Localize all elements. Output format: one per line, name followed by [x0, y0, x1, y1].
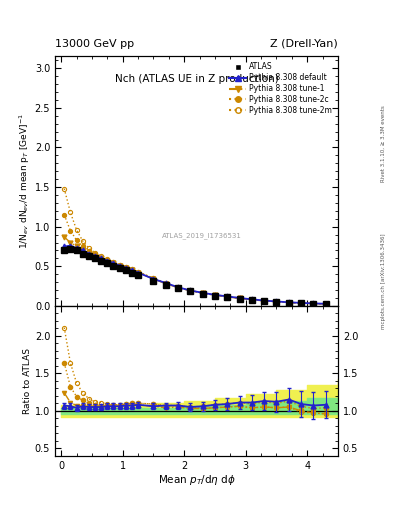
Text: Nch (ATLAS UE in Z production): Nch (ATLAS UE in Z production) — [115, 74, 278, 84]
Y-axis label: Ratio to ATLAS: Ratio to ATLAS — [23, 348, 32, 414]
X-axis label: Mean $p_T$/d$\eta$ d$\phi$: Mean $p_T$/d$\eta$ d$\phi$ — [158, 473, 235, 487]
Text: mcplots.cern.ch [arXiv:1306.3436]: mcplots.cern.ch [arXiv:1306.3436] — [381, 234, 386, 329]
Y-axis label: 1/N$_{ev}$ dN$_{ev}$/d mean p$_T$ [GeV]$^{-1}$: 1/N$_{ev}$ dN$_{ev}$/d mean p$_T$ [GeV]$… — [17, 113, 32, 249]
Text: ATLAS_2019_I1736531: ATLAS_2019_I1736531 — [162, 232, 242, 240]
Text: Z (Drell-Yan): Z (Drell-Yan) — [270, 38, 338, 49]
Text: 13000 GeV pp: 13000 GeV pp — [55, 38, 134, 49]
Text: Rivet 3.1.10, ≥ 3.3M events: Rivet 3.1.10, ≥ 3.3M events — [381, 105, 386, 182]
Legend: ATLAS, Pythia 8.308 default, Pythia 8.308 tune-1, Pythia 8.308 tune-2c, Pythia 8: ATLAS, Pythia 8.308 default, Pythia 8.30… — [227, 60, 334, 117]
